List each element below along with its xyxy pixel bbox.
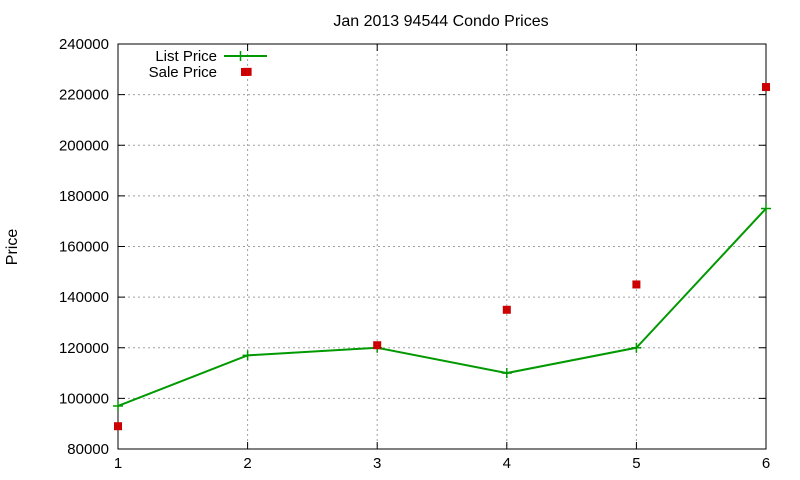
y-tick-label: 120000 (59, 340, 109, 357)
data-point-list-price (242, 350, 253, 361)
axes: 80000 100000 120000 140000 160000 180000 20000… (59, 36, 770, 472)
x-tick-label: 2 (243, 455, 251, 472)
grid (118, 44, 766, 449)
y-tick-label: 240000 (59, 36, 109, 53)
data-point-sale-price (502, 305, 511, 314)
legend-label-sale-price: Sale Price (149, 64, 217, 81)
series (113, 67, 771, 431)
y-tick-label: 220000 (59, 87, 109, 104)
x-tick-label: 6 (762, 455, 770, 472)
y-tick-label: 100000 (59, 390, 109, 407)
series-line-list-price (117, 207, 767, 407)
data-point-list-price (761, 203, 771, 214)
x-tick-label: 3 (373, 455, 381, 472)
y-axis-label: Price (4, 229, 21, 266)
legend-label-list-price: List Price (155, 48, 217, 65)
data-point-sale-price (114, 422, 122, 431)
data-point-sale-price (762, 83, 770, 92)
x-tick-label: 5 (632, 455, 640, 472)
data-point-list-price (631, 342, 642, 353)
data-point-sale-price (373, 341, 382, 350)
y-tick-label: 180000 (59, 188, 109, 205)
data-point-sale-price (632, 280, 641, 289)
y-tick-label: 80000 (67, 441, 109, 458)
chart-title: Jan 2013 94544 Condo Prices (333, 13, 548, 30)
x-tick-label: 4 (503, 455, 511, 472)
legend-marker-sale-price (241, 68, 249, 76)
data-point-list-price (113, 400, 123, 411)
x-tick-label: 1 (114, 455, 122, 472)
data-point-list-price (501, 368, 512, 379)
y-tick-label: 140000 (59, 289, 109, 306)
y-tick-label: 160000 (59, 239, 109, 256)
y-tick-label: 200000 (59, 137, 109, 154)
